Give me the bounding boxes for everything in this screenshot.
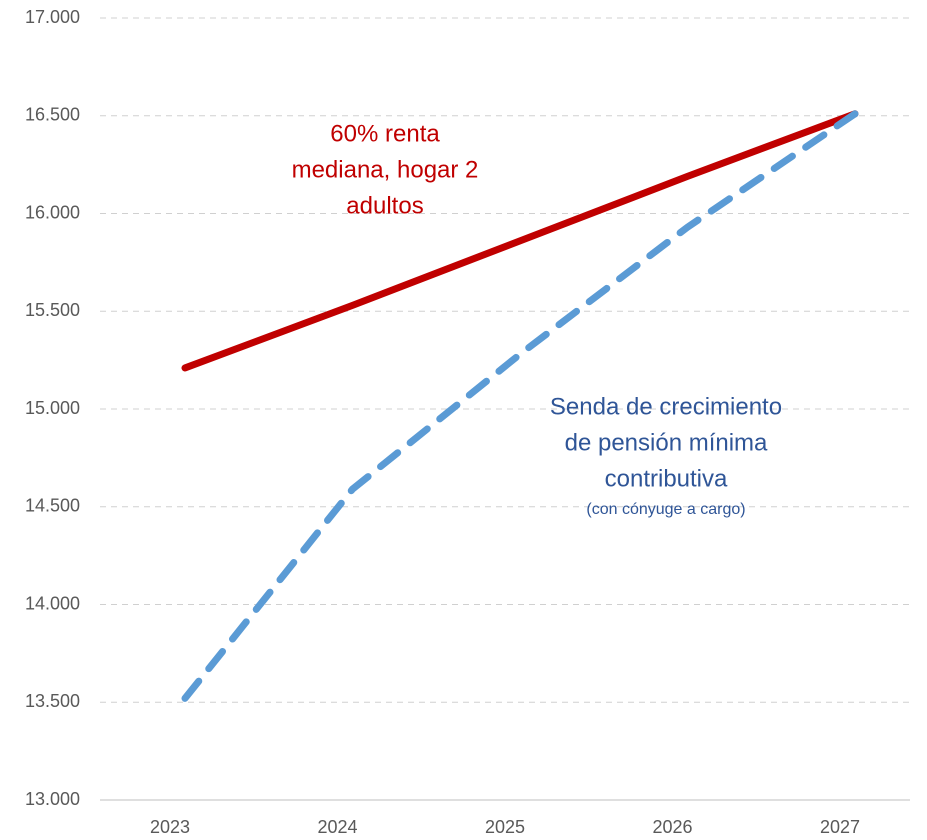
annotation: 60% renta: [330, 120, 440, 147]
x-tick-label: 2027: [820, 817, 860, 837]
y-tick-label: 16.500: [25, 105, 80, 125]
annotation: adultos: [346, 192, 423, 219]
y-tick-label: 15.500: [25, 300, 80, 320]
y-tick-label: 15.000: [25, 398, 80, 418]
x-tick-label: 2023: [150, 817, 190, 837]
annotation: mediana, hogar 2: [292, 156, 479, 183]
annotation-note: (con cónyuge a cargo): [586, 501, 745, 518]
y-tick-label: 14.500: [25, 496, 80, 516]
y-tick-label: 13.000: [25, 789, 80, 809]
annotation: contributiva: [605, 465, 728, 492]
x-tick-label: 2025: [485, 817, 525, 837]
y-tick-label: 14.000: [25, 593, 80, 613]
x-tick-label: 2026: [652, 817, 692, 837]
y-tick-label: 13.500: [25, 691, 80, 711]
y-tick-label: 16.000: [25, 202, 80, 222]
annotation: Senda de crecimiento: [550, 393, 782, 420]
series-line: [181, 110, 859, 702]
series-line: [181, 110, 859, 372]
y-tick-label: 17.000: [25, 7, 80, 27]
annotation: de pensión mínima: [565, 429, 768, 456]
x-tick-label: 2024: [317, 817, 357, 837]
